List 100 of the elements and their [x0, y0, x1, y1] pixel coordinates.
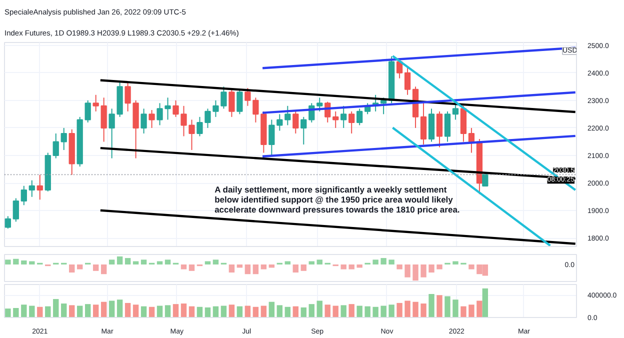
- annotation: A daily settlement, more significantly a weekly settlement below identified support @ the 1950 price area would likely accelerate downward pressures towards the 1810 price area.: [214, 184, 460, 214]
- bar: [476, 300, 482, 318]
- bar: [252, 306, 259, 318]
- candlestick: [220, 86, 227, 110]
- candlestick: [268, 119, 275, 156]
- candlestick: [92, 94, 99, 112]
- candlestick: [468, 127, 475, 154]
- bar: [196, 306, 203, 318]
- bar: [132, 304, 139, 318]
- bar: [482, 288, 488, 318]
- bar: [460, 306, 466, 318]
- candlestick: [204, 108, 211, 128]
- bar: [388, 260, 394, 264]
- bar: [436, 264, 442, 270]
- candlestick: [212, 100, 219, 118]
- candlestick: [436, 110, 443, 148]
- bar: [260, 306, 267, 318]
- bar: [148, 306, 155, 318]
- bar: [468, 304, 474, 318]
- bar: [204, 307, 211, 318]
- bar: [77, 306, 83, 318]
- bar: [108, 260, 115, 264]
- bar: [372, 260, 378, 264]
- bar: [340, 305, 346, 318]
- bar: [444, 296, 450, 318]
- bar: [428, 264, 434, 273]
- bar: [380, 306, 386, 318]
- bar: [69, 305, 75, 318]
- bar: [436, 295, 442, 318]
- bar: [268, 264, 275, 268]
- candlestick: [420, 102, 427, 145]
- bar: [92, 264, 99, 271]
- bar: [340, 264, 346, 270]
- bar: [108, 300, 115, 318]
- candlestick: [276, 114, 283, 132]
- bar: [364, 306, 370, 318]
- bar: [124, 302, 131, 318]
- bar: [332, 306, 338, 318]
- candlestick: [148, 110, 155, 128]
- bar: [396, 264, 402, 270]
- bar: [316, 300, 322, 318]
- candlestick: [108, 108, 115, 159]
- bar: [284, 261, 290, 264]
- bar: [84, 304, 91, 318]
- candlestick: [356, 108, 363, 126]
- candlestick: [236, 88, 243, 115]
- bar: [348, 264, 354, 270]
- bar: [292, 306, 298, 318]
- bar: [404, 300, 410, 318]
- bar: [100, 264, 107, 274]
- candlestick: [284, 105, 291, 126]
- bar: [164, 305, 171, 318]
- bar: [212, 306, 219, 318]
- candlestick: [52, 132, 59, 159]
- bar: [29, 306, 35, 318]
- candlestick: [100, 97, 107, 142]
- bar: [380, 258, 386, 264]
- bar: [428, 294, 434, 318]
- bar: [13, 258, 19, 264]
- bar: [356, 264, 362, 268]
- bar: [412, 302, 418, 318]
- candlestick: [60, 127, 67, 151]
- bar: [5, 308, 11, 318]
- bar: [324, 304, 330, 318]
- candlestick: [404, 66, 411, 96]
- bar: [220, 306, 227, 318]
- bar: [53, 299, 59, 318]
- bar: [420, 304, 426, 318]
- candlestick: [12, 198, 19, 222]
- bar: [188, 306, 195, 318]
- bar: [412, 264, 418, 281]
- bar: [276, 305, 283, 318]
- bar: [348, 304, 354, 318]
- bar: [356, 306, 362, 318]
- bar: [316, 260, 322, 264]
- bar: [308, 304, 314, 318]
- candlestick: [20, 185, 27, 206]
- bar: [156, 306, 163, 318]
- bar: [188, 264, 195, 271]
- candlestick: [172, 100, 179, 118]
- bar: [172, 304, 179, 318]
- bar: [204, 261, 211, 264]
- bar: [61, 304, 67, 318]
- bar: [300, 264, 306, 271]
- candlestick: [452, 102, 459, 120]
- candlestick: [444, 110, 451, 142]
- bar: [132, 261, 139, 264]
- bar: [308, 261, 314, 264]
- bar: [372, 306, 378, 318]
- bar: [452, 300, 458, 318]
- bar: [420, 264, 426, 278]
- candlestick: [4, 216, 11, 230]
- bar: [404, 264, 410, 278]
- candlestick: [164, 97, 171, 120]
- candlestick: [292, 110, 299, 134]
- bar: [292, 264, 298, 273]
- bar: [45, 306, 51, 318]
- candlestick: [300, 116, 307, 145]
- candlestick: [140, 108, 147, 134]
- bar: [116, 256, 123, 264]
